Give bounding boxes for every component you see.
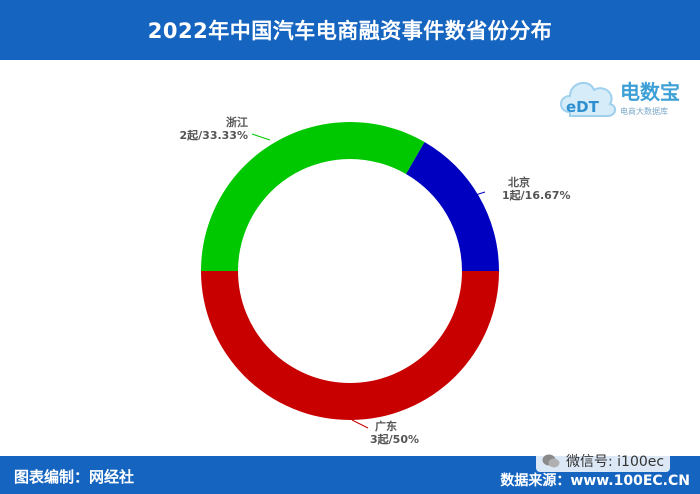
label-leader-line bbox=[251, 133, 271, 141]
logo-mark: eDT bbox=[566, 98, 600, 116]
logo: eDT 电数宝 电商大数据库 bbox=[556, 66, 696, 126]
slice-label-value: 3起/50% bbox=[370, 432, 419, 446]
slice-label-value: 2起/33.33% bbox=[180, 128, 249, 142]
wechat-id: 微信号: i100ec bbox=[566, 454, 665, 470]
donut-slice-1 bbox=[406, 141, 499, 271]
donut-slice-2 bbox=[201, 271, 499, 420]
slice-label-name: 广东 bbox=[375, 419, 397, 433]
footer-credit: 图表编制：网经社 bbox=[14, 468, 135, 486]
wechat-icon bbox=[542, 454, 560, 468]
slice-label-name: 北京 bbox=[508, 175, 530, 189]
label-leader-line bbox=[351, 419, 369, 429]
footer-source: 数据来源：www.100EC.CN bbox=[500, 473, 690, 489]
cloud-logo-icon: eDT bbox=[560, 81, 616, 117]
wechat-badge: 微信号: i100ec bbox=[536, 450, 671, 472]
chart-title-bar: 2022年中国汽车电商融资事件数省份分布 bbox=[0, 0, 700, 60]
logo-subtitle: 电商大数据库 bbox=[620, 107, 668, 116]
chart-title: 2022年中国汽车电商融资事件数省份分布 bbox=[147, 19, 553, 43]
donut-slice-3 bbox=[201, 122, 425, 272]
logo-brand: 电数宝 bbox=[620, 80, 680, 104]
label-leader-line bbox=[459, 191, 486, 201]
slice-label-value: 1起/16.67% bbox=[502, 188, 571, 202]
slice-label-name: 浙江 bbox=[226, 115, 248, 129]
